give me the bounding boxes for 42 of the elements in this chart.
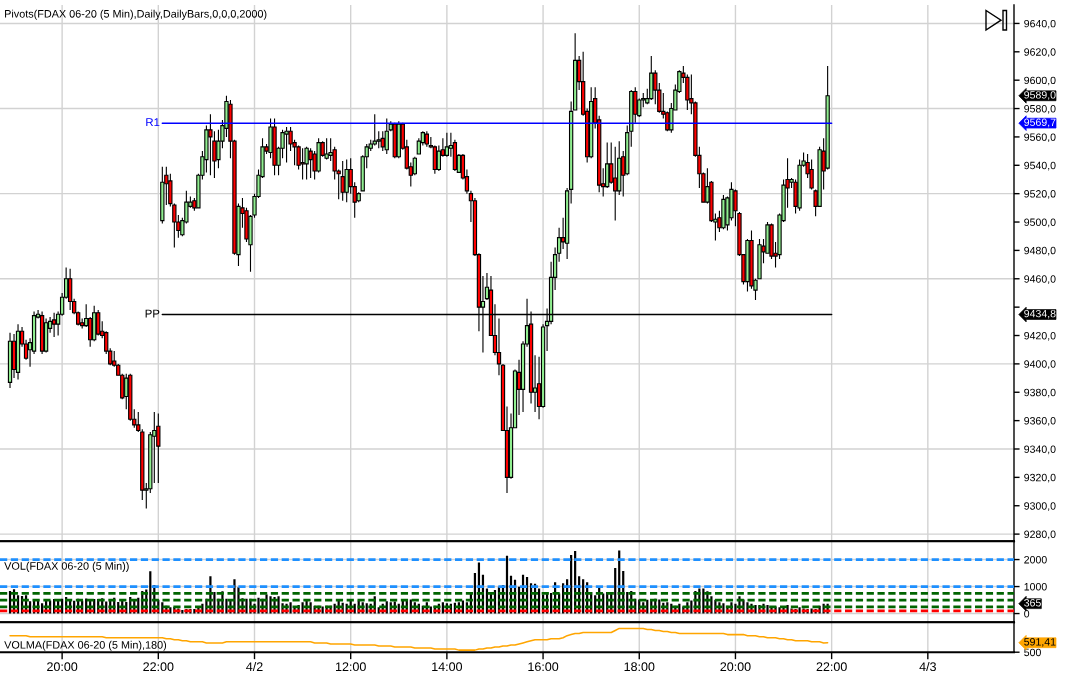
y-tick-label: 9580,0	[1024, 105, 1056, 114]
y-tick-label: 9620,0	[1024, 48, 1056, 57]
y-tick-label: 9340,0	[1024, 445, 1056, 455]
y-tick-label: 9420,0	[1024, 331, 1056, 341]
y-tick-label: 9360,0	[1024, 417, 1056, 426]
x-tick-label: 12:00	[336, 662, 366, 672]
y-tick-label: 9434,8	[1024, 309, 1056, 319]
x-tick-label: 22:00	[143, 662, 174, 672]
y-tick-label: 2000	[1024, 556, 1047, 564]
x-tick-label: 18:00	[624, 662, 655, 672]
y-tick-label: 9569,7	[1024, 118, 1056, 128]
y-tick-label: 1000	[1024, 583, 1047, 591]
y-tick-label: 9280,0	[1024, 530, 1056, 540]
x-tick-label: 14:00	[432, 662, 463, 672]
series-label: PP	[145, 309, 160, 318]
y-tick-label: 9400,0	[1024, 360, 1056, 370]
text: VOLMA(FDAX 06-20 (5 Min),180)	[4, 640, 167, 651]
x-tick-label: 22:00	[816, 662, 847, 672]
y-tick-label: 9520,0	[1024, 190, 1056, 199]
y-tick-label: 9589,0	[1024, 91, 1056, 100]
y-tick-label: 0	[1024, 610, 1030, 618]
y-tick-label: 9480,0	[1024, 246, 1056, 256]
y-tick-label: 9560,0	[1024, 133, 1056, 143]
y-tick-label: 9500,0	[1024, 218, 1056, 228]
x-tick-label: 16:00	[528, 662, 559, 672]
y-tick-label: 9460,0	[1024, 275, 1056, 284]
chart-title: Pivots(FDAX 06-20 (5 Min),Daily,DailyBars,0,0,0,2000)	[5, 9, 267, 20]
x-tick-label: 20:00	[47, 662, 78, 672]
y-tick-label: 591,41	[1024, 638, 1056, 647]
y-tick-label: 9640,0	[1024, 19, 1056, 29]
x-tick-label: 20:00	[720, 662, 751, 672]
y-tick-label: 9300,0	[1024, 502, 1056, 511]
y-tick-label: 9320,0	[1024, 473, 1056, 483]
y-tick-label: 9600,0	[1024, 76, 1056, 86]
y-tick-label: 9540,0	[1024, 161, 1056, 171]
y-tick-label: 500	[1024, 648, 1041, 657]
text: VOL(FDAX 06-20 (5 Min))	[4, 561, 129, 572]
series-label: R1	[146, 118, 160, 127]
y-tick-label: 365	[1024, 599, 1041, 607]
x-tick-label: 4/2	[246, 661, 263, 672]
y-tick-label: 9380,0	[1024, 388, 1056, 398]
x-tick-label: 4/3	[919, 661, 936, 672]
